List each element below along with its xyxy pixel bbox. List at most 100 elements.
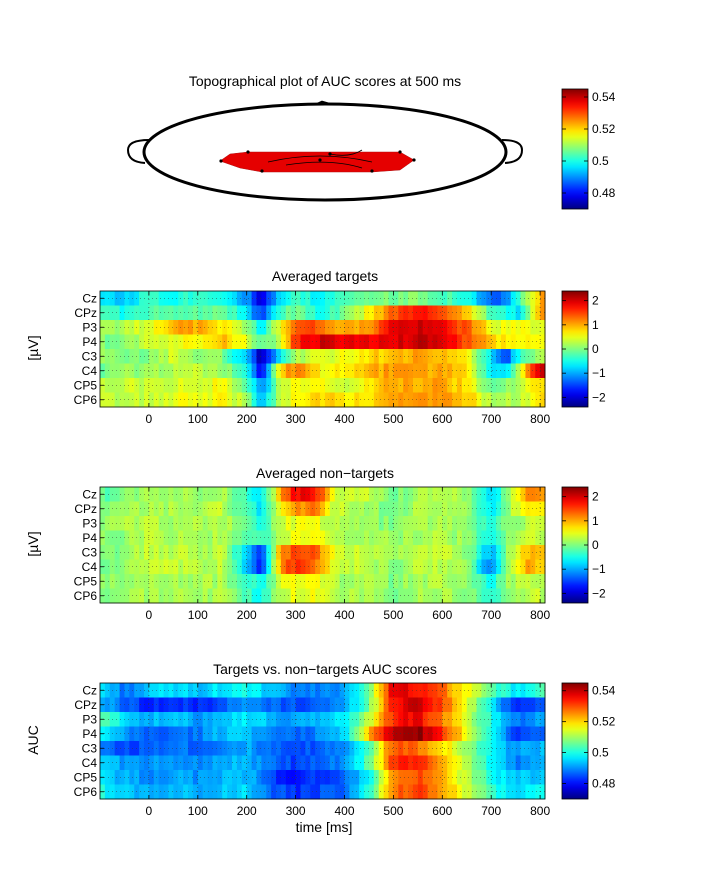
nontargets-cell	[496, 574, 502, 589]
nontargets-cell	[163, 574, 169, 589]
targets-cell	[251, 392, 257, 408]
auc-cell	[466, 726, 473, 742]
nontargets-cell	[388, 588, 394, 604]
auc-panel: Targets vs. non−targets AUC scores AUC t…	[25, 661, 616, 835]
targets-cell	[315, 291, 321, 306]
auc-cell	[280, 770, 287, 785]
nontargets-xtick-label: 500	[383, 608, 403, 622]
targets-cell	[535, 305, 541, 321]
targets-cell	[412, 392, 419, 408]
auc-colorbar-tick-label: 0.54	[592, 684, 616, 698]
auc-cell	[456, 726, 463, 742]
auc-cell	[520, 755, 526, 771]
auc-cell	[364, 712, 370, 727]
targets-cell	[271, 291, 277, 306]
nontargets-cell	[535, 487, 541, 502]
targets-cell	[334, 334, 341, 350]
nontargets-cell	[320, 588, 326, 604]
auc-cell	[192, 770, 199, 785]
auc-cell	[422, 712, 429, 727]
nontargets-cell	[515, 487, 521, 502]
targets-cell	[500, 305, 507, 321]
auc-cell	[202, 784, 208, 800]
nontargets-cell	[359, 588, 365, 604]
auc-ylabel: AUC	[25, 725, 41, 755]
auc-cell	[535, 712, 541, 727]
nontargets-cell	[378, 530, 385, 546]
auc-cell	[207, 770, 213, 785]
nontargets-cell	[491, 516, 497, 531]
auc-cell	[359, 784, 365, 800]
targets-cell	[251, 363, 257, 379]
targets-xtick-label: 200	[237, 412, 257, 426]
nontargets-cell	[271, 501, 277, 517]
auc-cell	[359, 683, 365, 698]
nontargets-colorbar-tick-label: 1	[592, 514, 599, 528]
auc-cell	[344, 683, 350, 698]
auc-cell	[476, 741, 482, 756]
auc-cell	[334, 726, 341, 742]
targets-channel-label: P3	[82, 320, 97, 334]
nontargets-cell	[452, 574, 458, 589]
auc-cell	[540, 755, 546, 771]
targets-cell	[500, 334, 507, 350]
targets-cell	[139, 363, 145, 379]
nontargets-cell	[114, 501, 120, 517]
auc-cell	[163, 712, 169, 727]
targets-cell	[515, 291, 521, 306]
auc-cell	[271, 784, 277, 800]
auc-cell	[300, 726, 306, 742]
targets-cell	[466, 349, 473, 364]
auc-cell	[290, 697, 296, 713]
auc-cell	[471, 755, 477, 771]
targets-cell	[124, 349, 130, 364]
auc-cell	[144, 755, 150, 771]
auc-cell	[158, 770, 164, 785]
targets-cell	[276, 305, 282, 321]
nontargets-cell	[192, 588, 199, 604]
targets-cell	[344, 349, 350, 364]
targets-cell	[491, 392, 497, 408]
topo-panel: Topographical plot of AUC scores at 500 …	[126, 73, 616, 210]
targets-cell	[422, 334, 429, 350]
nontargets-cell	[412, 516, 419, 531]
nontargets-cell	[456, 574, 463, 589]
nontargets-cell	[344, 574, 350, 589]
auc-cell	[447, 770, 453, 785]
targets-cell	[466, 392, 473, 408]
auc-cell	[500, 697, 507, 713]
nontargets-cell	[324, 545, 331, 560]
nontargets-cell	[496, 545, 502, 560]
nontargets-cell	[280, 501, 287, 517]
auc-cell	[422, 683, 429, 698]
targets-cell	[183, 291, 189, 306]
targets-cell	[432, 305, 438, 321]
auc-cell	[412, 784, 419, 800]
auc-cell	[139, 726, 145, 742]
auc-cell	[432, 741, 438, 756]
nontargets-cells	[100, 487, 546, 604]
targets-cell	[359, 363, 365, 379]
targets-frame	[99, 290, 546, 408]
auc-cell	[412, 770, 419, 785]
targets-cell	[114, 291, 120, 306]
targets-cell	[300, 305, 306, 321]
auc-cell	[496, 784, 502, 800]
nontargets-cell	[432, 559, 438, 575]
auc-cell	[271, 770, 277, 785]
auc-cell	[300, 712, 306, 727]
targets-cell	[378, 363, 385, 379]
nontargets-cell	[158, 559, 164, 575]
targets-cell	[124, 291, 130, 306]
auc-cells	[100, 683, 546, 800]
targets-cell	[256, 349, 262, 364]
nontargets-cell	[427, 530, 433, 546]
nontargets-cell	[300, 501, 306, 517]
targets-cell	[168, 305, 174, 321]
targets-cell	[232, 320, 238, 335]
nontargets-cell	[119, 516, 125, 531]
targets-cell	[300, 363, 306, 379]
auc-cell	[320, 770, 326, 785]
auc-cell	[403, 741, 409, 756]
nontargets-cell	[320, 516, 326, 531]
